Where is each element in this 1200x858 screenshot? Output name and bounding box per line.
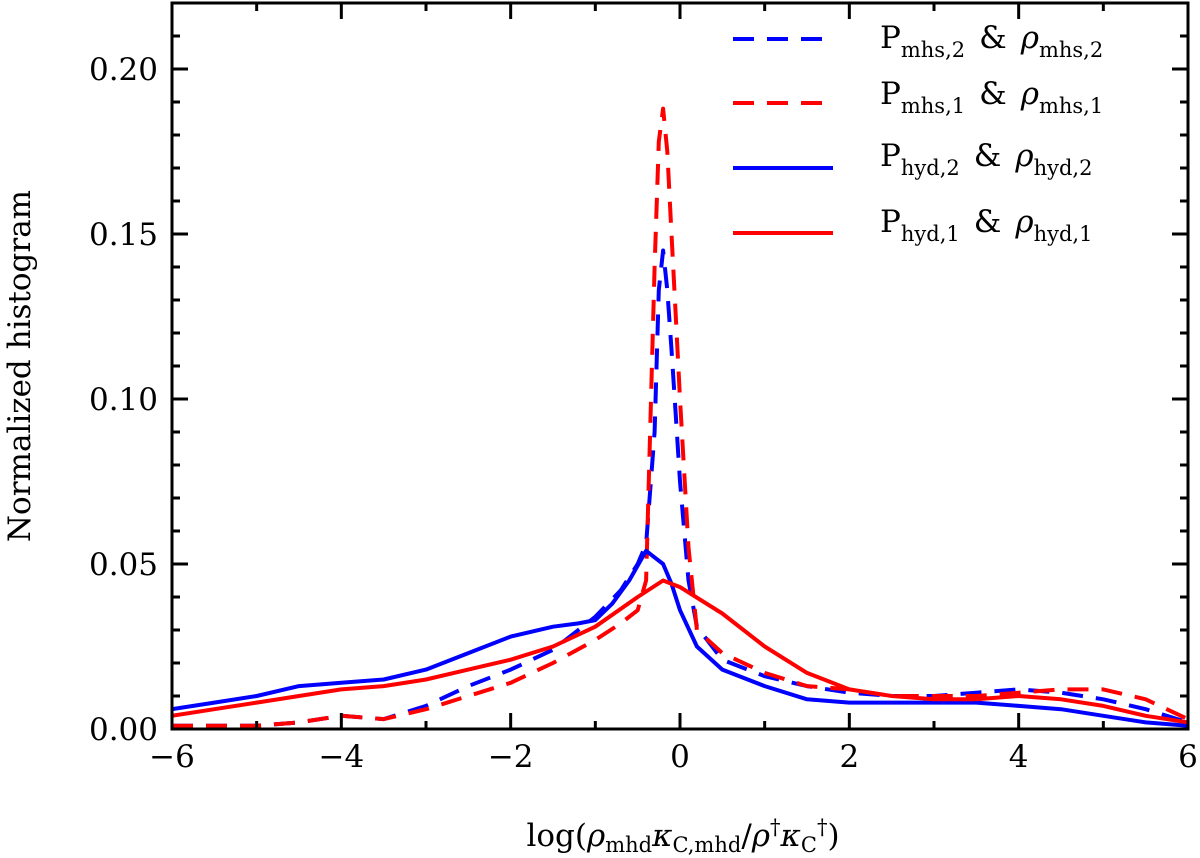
x-axis-c-sub: C [801, 833, 817, 857]
y-tick-label: 0.20 [89, 52, 158, 88]
series-line-0 [172, 248, 1188, 728]
series-group [172, 106, 1188, 728]
x-axis-kappa: κ [651, 818, 672, 854]
legend-label-mhs2: Pmhs,2 & ρmhs,2 [880, 20, 1103, 62]
x-axis-slash: / [741, 818, 752, 854]
x-axis-prefix: log( [526, 818, 587, 854]
y-tick-label: 0.05 [89, 547, 158, 583]
x-tick-label: 2 [839, 739, 859, 775]
x-axis-dagger-1: † [770, 815, 781, 839]
series-line-3 [172, 578, 1188, 725]
legend-label-hyd2: Phyd,2 & ρhyd,2 [880, 138, 1092, 180]
legend: Pmhs,2 & ρmhs,2 Pmhs,1 & ρmhs,1 Phyd,2 & ρhyd,… [733, 20, 1103, 246]
x-tick-label: 0 [670, 739, 690, 775]
x-axis-title: log(ρmhdκC,mhd/ρ†κC†) [526, 815, 839, 857]
x-axis-suffix: ) [827, 818, 839, 854]
x-axis-mhd-sub: mhd [605, 833, 652, 857]
x-axis-rho-dagger-base: ρ [751, 818, 770, 854]
x-axis-c-mhd-sub: C,mhd [672, 833, 741, 857]
series-line-2 [172, 548, 1188, 728]
ticks-group: −6 −4 −2 0 2 4 6 0.00 0.05 0.10 0.15 0.20 [89, 3, 1198, 775]
x-tick-label: 6 [1178, 739, 1198, 775]
x-axis-dagger-2: † [817, 815, 828, 839]
legend-label-hyd1: Phyd,1 & ρhyd,1 [880, 204, 1092, 246]
y-tick-label: 0.10 [89, 382, 158, 418]
legend-label-mhs1: Pmhs,1 & ρmhs,1 [880, 76, 1103, 118]
y-axis-title: Normalized histogram [2, 190, 38, 542]
x-tick-label: −6 [149, 739, 195, 775]
series-line-1 [172, 106, 1188, 728]
x-axis-rho: ρ [586, 818, 605, 854]
x-axis-kappa-2: κ [780, 818, 801, 854]
x-tick-label: −4 [318, 739, 364, 775]
x-tick-label: 4 [1009, 739, 1029, 775]
y-tick-label: 0.00 [89, 712, 158, 748]
y-tick-label: 0.15 [89, 217, 158, 253]
x-tick-label: −2 [488, 739, 534, 775]
